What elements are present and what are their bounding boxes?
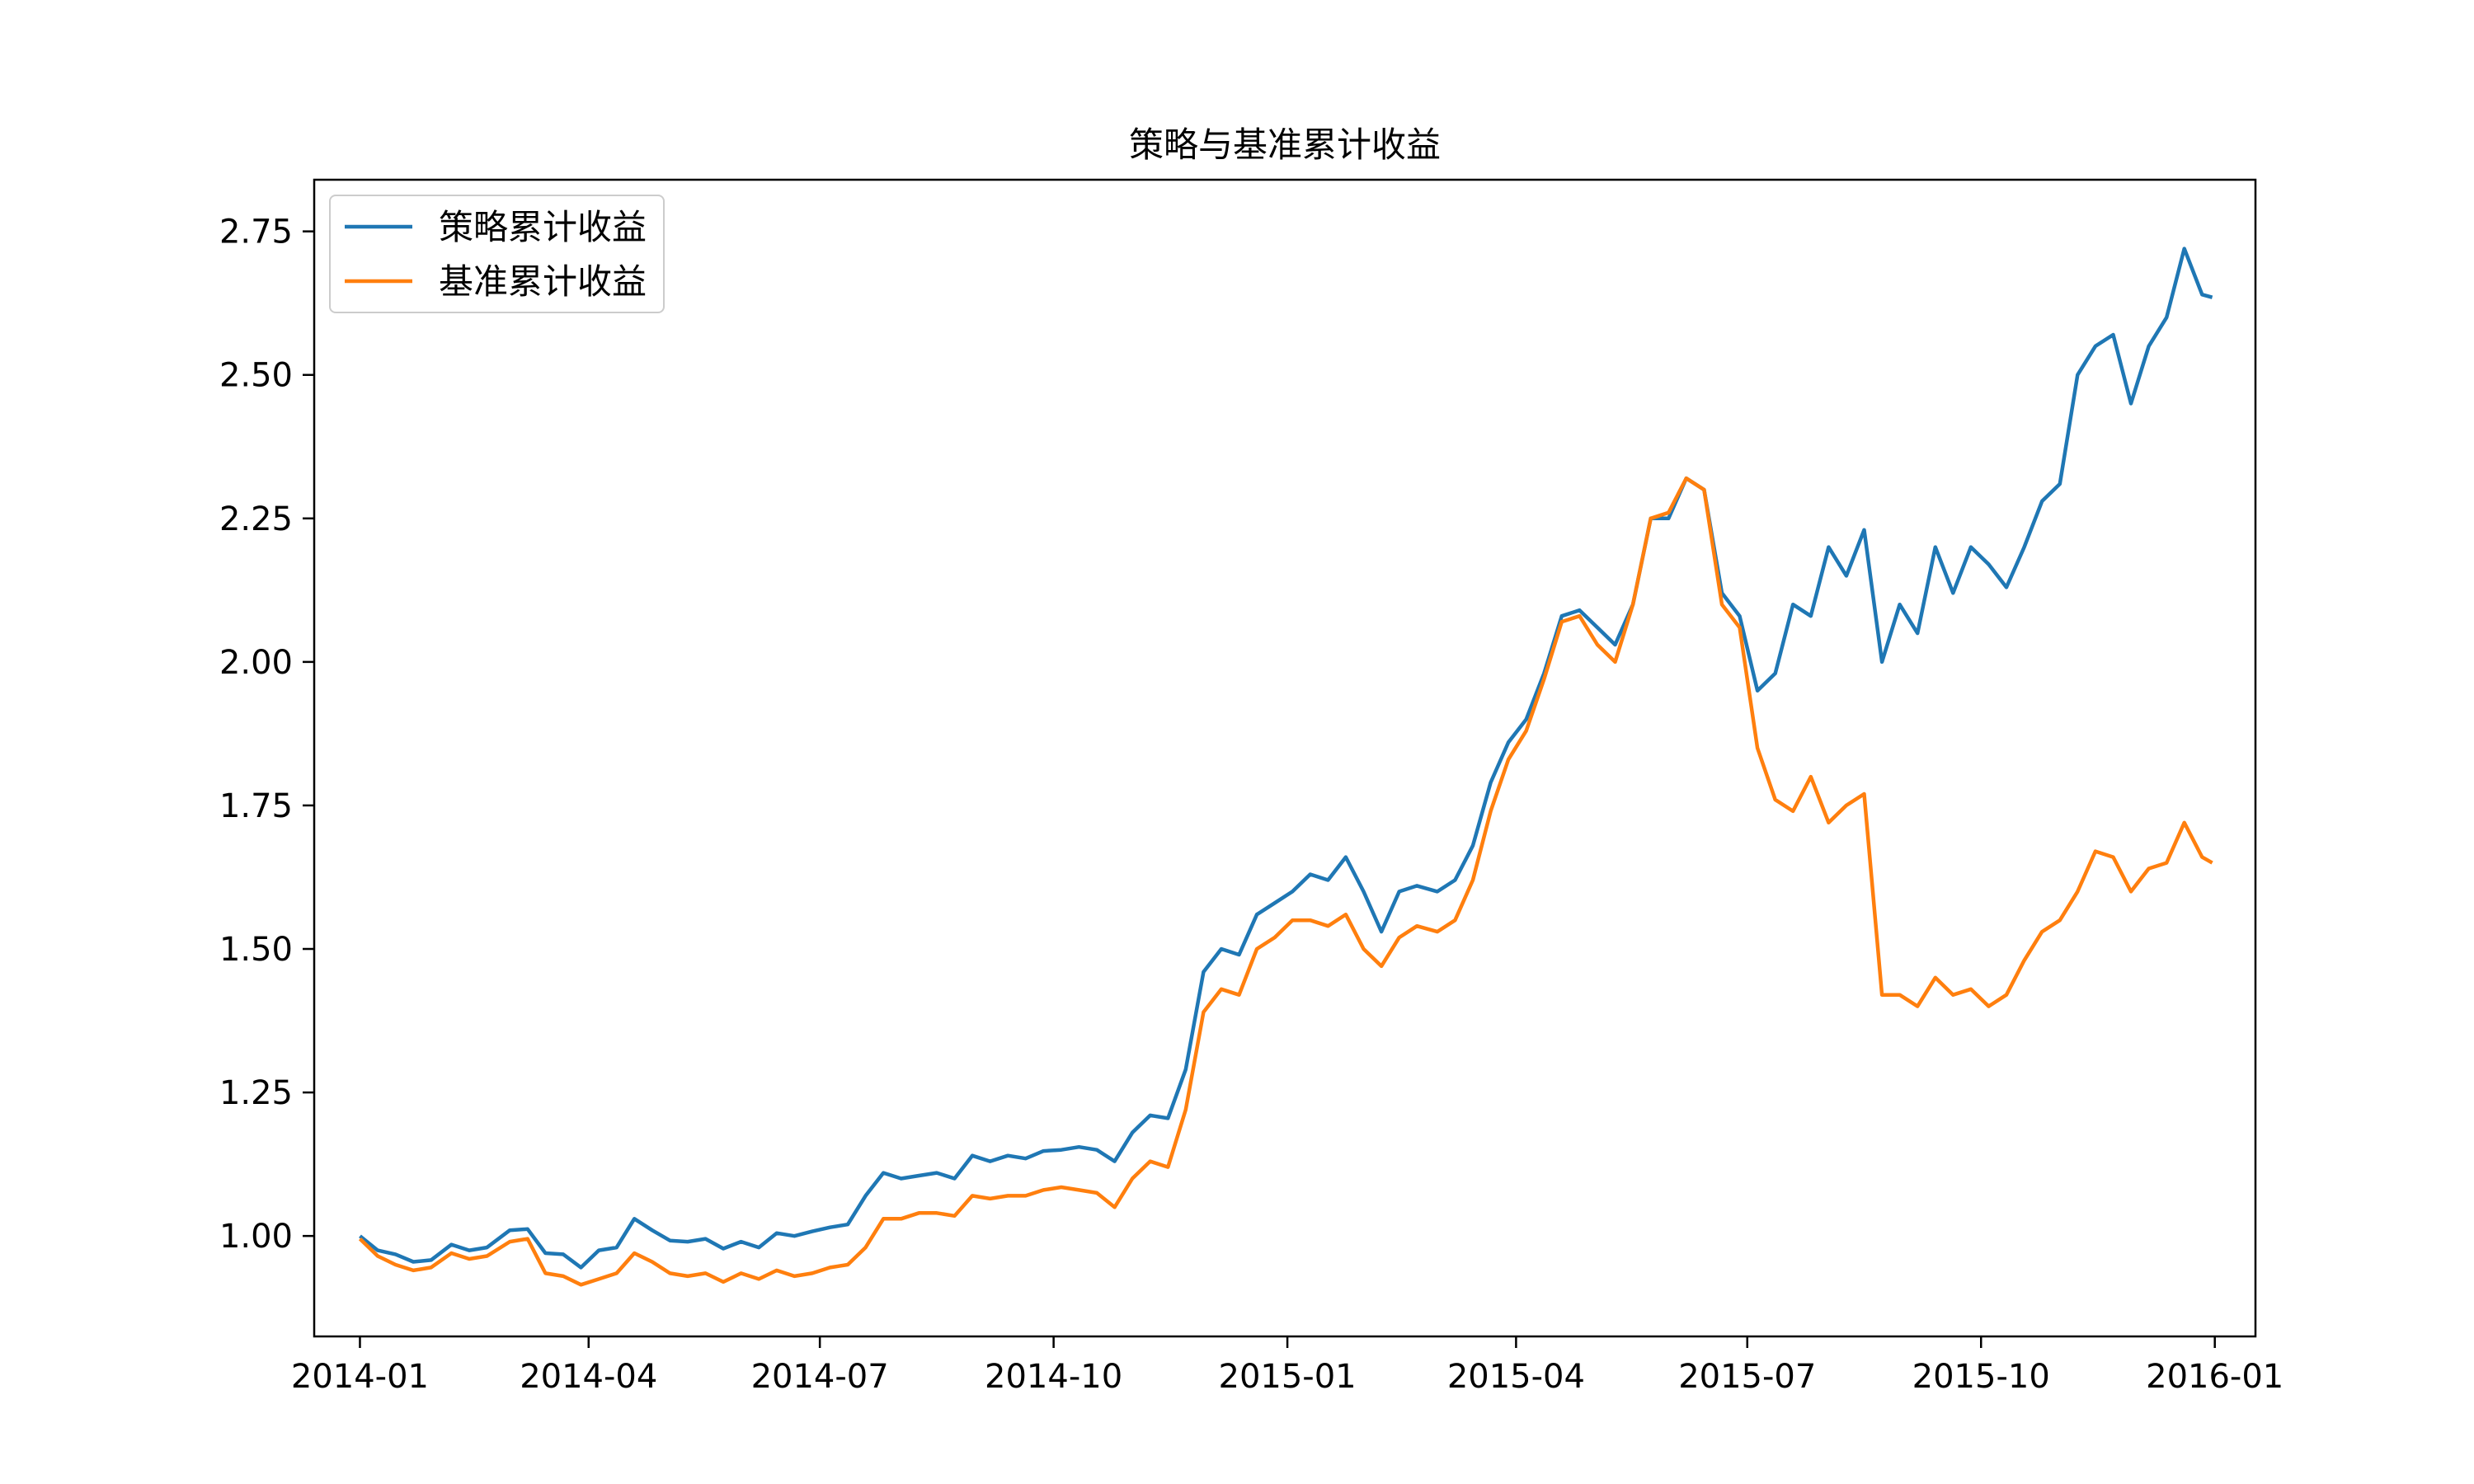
y-tick-label: 1.25 <box>219 1074 293 1112</box>
series-layer <box>358 247 2213 1287</box>
y-tick-label: 2.50 <box>219 357 293 395</box>
y-tick-label: 1.00 <box>219 1218 293 1256</box>
y-tick-label: 1.75 <box>219 787 293 825</box>
plot-frame <box>313 178 2257 1338</box>
y-tick-label: 1.50 <box>219 931 293 969</box>
x-tick-label: 2015-01 <box>1219 1358 1357 1396</box>
series-line-2 <box>358 476 2213 1287</box>
x-tick-label: 2014-10 <box>985 1358 1122 1396</box>
y-axis: 1.00 1.25 1.50 1.75 2.00 2.25 2.50 2.75 <box>219 214 314 1256</box>
x-axis: 2014-01 2014-04 2014-07 2014-10 2015-01 2015-… <box>291 1336 2284 1396</box>
chart-title: 策略与基准累计收益 <box>1129 124 1441 165</box>
x-tick-label: 2014-07 <box>751 1358 889 1396</box>
x-tick-label: 2014-04 <box>520 1358 657 1396</box>
x-tick-label: 2015-04 <box>1447 1358 1585 1396</box>
y-tick-label: 2.25 <box>219 500 293 538</box>
y-tick-label: 2.75 <box>219 214 293 251</box>
x-tick-label: 2014-01 <box>291 1358 429 1396</box>
series-line-1 <box>359 247 2213 1270</box>
legend-label-1: 策略累计收益 <box>439 207 647 247</box>
legend-label-2: 基准累计收益 <box>439 261 647 302</box>
y-tick-label: 2.00 <box>219 644 293 682</box>
x-tick-label: 2015-07 <box>1678 1358 1816 1396</box>
legend-box <box>329 195 665 313</box>
x-tick-label: 2015-10 <box>1912 1358 2050 1396</box>
x-tick-label: 2016-01 <box>2146 1358 2284 1396</box>
